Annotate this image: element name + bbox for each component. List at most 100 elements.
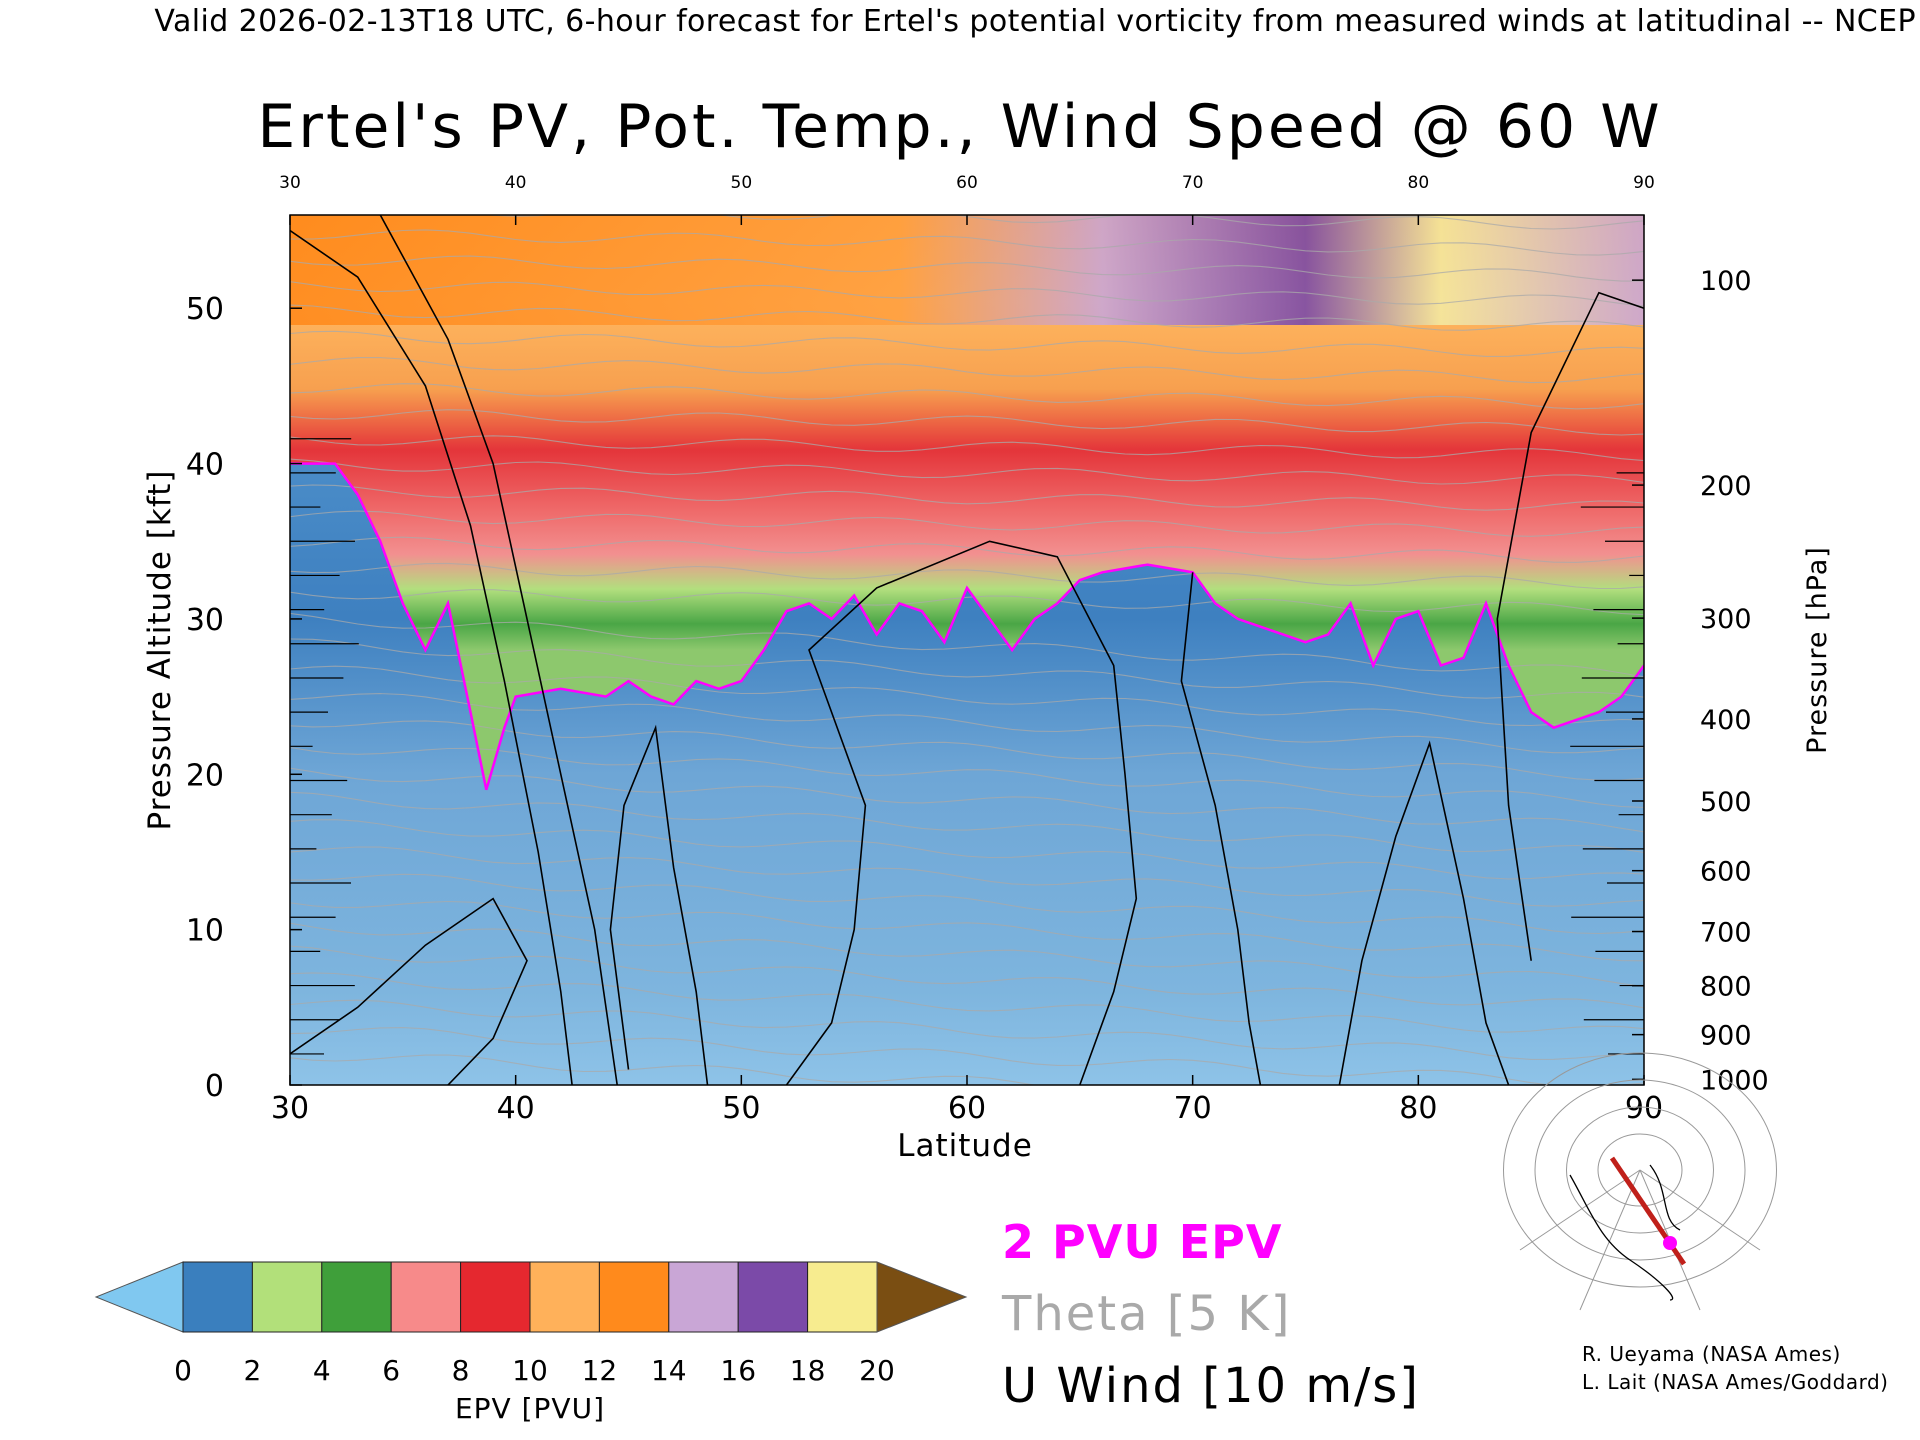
y-tick-label: 0 (205, 1069, 224, 1104)
colorbar-segment (737, 1261, 809, 1333)
x-tick-label: 80 (1399, 1091, 1437, 1126)
x-tick-label: 70 (1174, 1091, 1212, 1126)
map-meridian (1579, 1169, 1641, 1311)
pressure-tick-label: 500 (1700, 787, 1752, 818)
pressure-tick-label: 100 (1700, 266, 1752, 297)
chart-title: Ertel's PV, Pot. Temp., Wind Speed @ 60 … (257, 92, 1663, 162)
y-axis-label: Pressure Altitude [kft] (142, 470, 178, 831)
theta-contour (290, 255, 1644, 282)
u-wind-contour (609, 724, 709, 1085)
u-wind-contour (290, 229, 573, 1085)
colorbar-segment (807, 1261, 878, 1333)
theta-contour (290, 791, 1644, 854)
colorbar-segment (390, 1261, 462, 1333)
colorbar-tick-label: 18 (790, 1354, 826, 1387)
theta-contour (290, 435, 1644, 462)
colorbar-tick-label: 10 (512, 1354, 548, 1387)
colorbar-high-arrow (876, 1261, 968, 1333)
map-latitude-circle (1597, 1133, 1683, 1207)
location-map (1503, 1052, 1777, 1311)
theta-contour (290, 720, 1644, 781)
colorbar-segment (321, 1261, 392, 1333)
u-wind-contour (785, 540, 1138, 1085)
credit-line-2: L. Lait (NASA Ames/Goddard) (1582, 1370, 1889, 1394)
colorbar-segment (251, 1261, 323, 1333)
colorbar-segment (460, 1261, 531, 1333)
theta-contour (290, 510, 1644, 537)
map-meridian (1519, 1169, 1641, 1251)
top-tick-label: 70 (1182, 173, 1204, 193)
pressure-tick-label: 600 (1700, 857, 1752, 888)
x-axis-label: Latitude (897, 1128, 1033, 1164)
theta-contour (290, 330, 1644, 357)
colorbar-tick-label: 16 (720, 1354, 756, 1387)
y-tick-label: 10 (186, 914, 224, 949)
y-tick-label: 40 (186, 448, 224, 483)
theta-contour (290, 1027, 1644, 1085)
theta-contour (290, 484, 1644, 511)
top-tick-label: 80 (1408, 173, 1430, 193)
top-tick-label: 40 (505, 173, 527, 193)
low-pv-troposphere (290, 463, 1644, 1085)
pressure-tick-label: 700 (1700, 918, 1752, 949)
map-background (1545, 1155, 1740, 1305)
theta-contour (290, 458, 1644, 485)
colorbar-low-arrow (94, 1261, 184, 1333)
map-latitude-circle (1503, 1052, 1777, 1288)
legend-wind: U Wind [10 m/s] (1002, 1358, 1421, 1414)
colorbar-tick-label: 6 (382, 1354, 400, 1387)
theta-contour (290, 665, 1644, 727)
map-latitude-circle (1566, 1106, 1714, 1234)
theta-contour (290, 281, 1644, 307)
legend-theta: Theta [5 K] (1002, 1286, 1292, 1342)
y-tick-label: 30 (186, 603, 224, 638)
theta-contour (290, 846, 1644, 907)
theta-contour (290, 638, 1644, 699)
theta-contour (290, 746, 1644, 809)
theta-contour (290, 536, 1644, 563)
colorbar-tick-label: 8 (452, 1354, 470, 1387)
theta-contour (290, 873, 1644, 935)
theta-contour (290, 229, 1644, 256)
colorbar-label: EPV [PVU] (455, 1392, 605, 1425)
pressure-tick-label: 300 (1700, 604, 1752, 635)
theta-contour (290, 409, 1644, 436)
theta-contour (290, 900, 1644, 962)
top-tick-label: 50 (731, 173, 753, 193)
theta-contour (290, 922, 1644, 988)
colorbar-tick-label: 4 (313, 1354, 331, 1387)
theta-contour (290, 999, 1644, 1060)
pressure-tick-label: 800 (1700, 972, 1752, 1003)
colorbar-tick-label: 20 (859, 1354, 895, 1387)
y-tick-label: 20 (186, 758, 224, 793)
x-tick-label: 30 (271, 1091, 309, 1126)
theta-contour (290, 612, 1644, 678)
colorbar-tick-label: 2 (243, 1354, 261, 1387)
colorbar-tick-label: 0 (174, 1354, 192, 1387)
pressure-tick-label: 400 (1700, 705, 1752, 736)
theta-contour (290, 357, 1644, 384)
map-coastline (1569, 1164, 1681, 1301)
x-tick-label: 40 (497, 1091, 535, 1126)
colorbar-segment (182, 1261, 253, 1333)
x-tick-label: 50 (722, 1091, 760, 1126)
u-wind-contour (1496, 291, 1644, 961)
colorbar-tick-label: 12 (582, 1354, 618, 1387)
valid-time-caption: Valid 2026-02-13T18 UTC, 6-hour forecast… (154, 4, 1916, 39)
theta-contour (290, 693, 1644, 754)
pressure-tick-label: 900 (1700, 1021, 1752, 1052)
upper-stratosphere-band (290, 215, 1644, 325)
colorbar-tick-label: 14 (651, 1354, 687, 1387)
theta-contour (290, 819, 1644, 880)
x-tick-label: 60 (948, 1091, 986, 1126)
u-wind-contour (1338, 740, 1510, 1085)
colorbar-segment (598, 1261, 670, 1333)
map-location-marker (1663, 1236, 1677, 1250)
theta-contour (290, 767, 1644, 833)
y-tick-label: 50 (186, 292, 224, 327)
theta-contour (290, 383, 1644, 410)
credit-line-1: R. Ueyama (NASA Ames) (1582, 1342, 1841, 1366)
top-tick-label: 30 (279, 173, 301, 193)
u-wind-contour (1180, 572, 1262, 1085)
u-wind-contour (290, 897, 528, 1085)
